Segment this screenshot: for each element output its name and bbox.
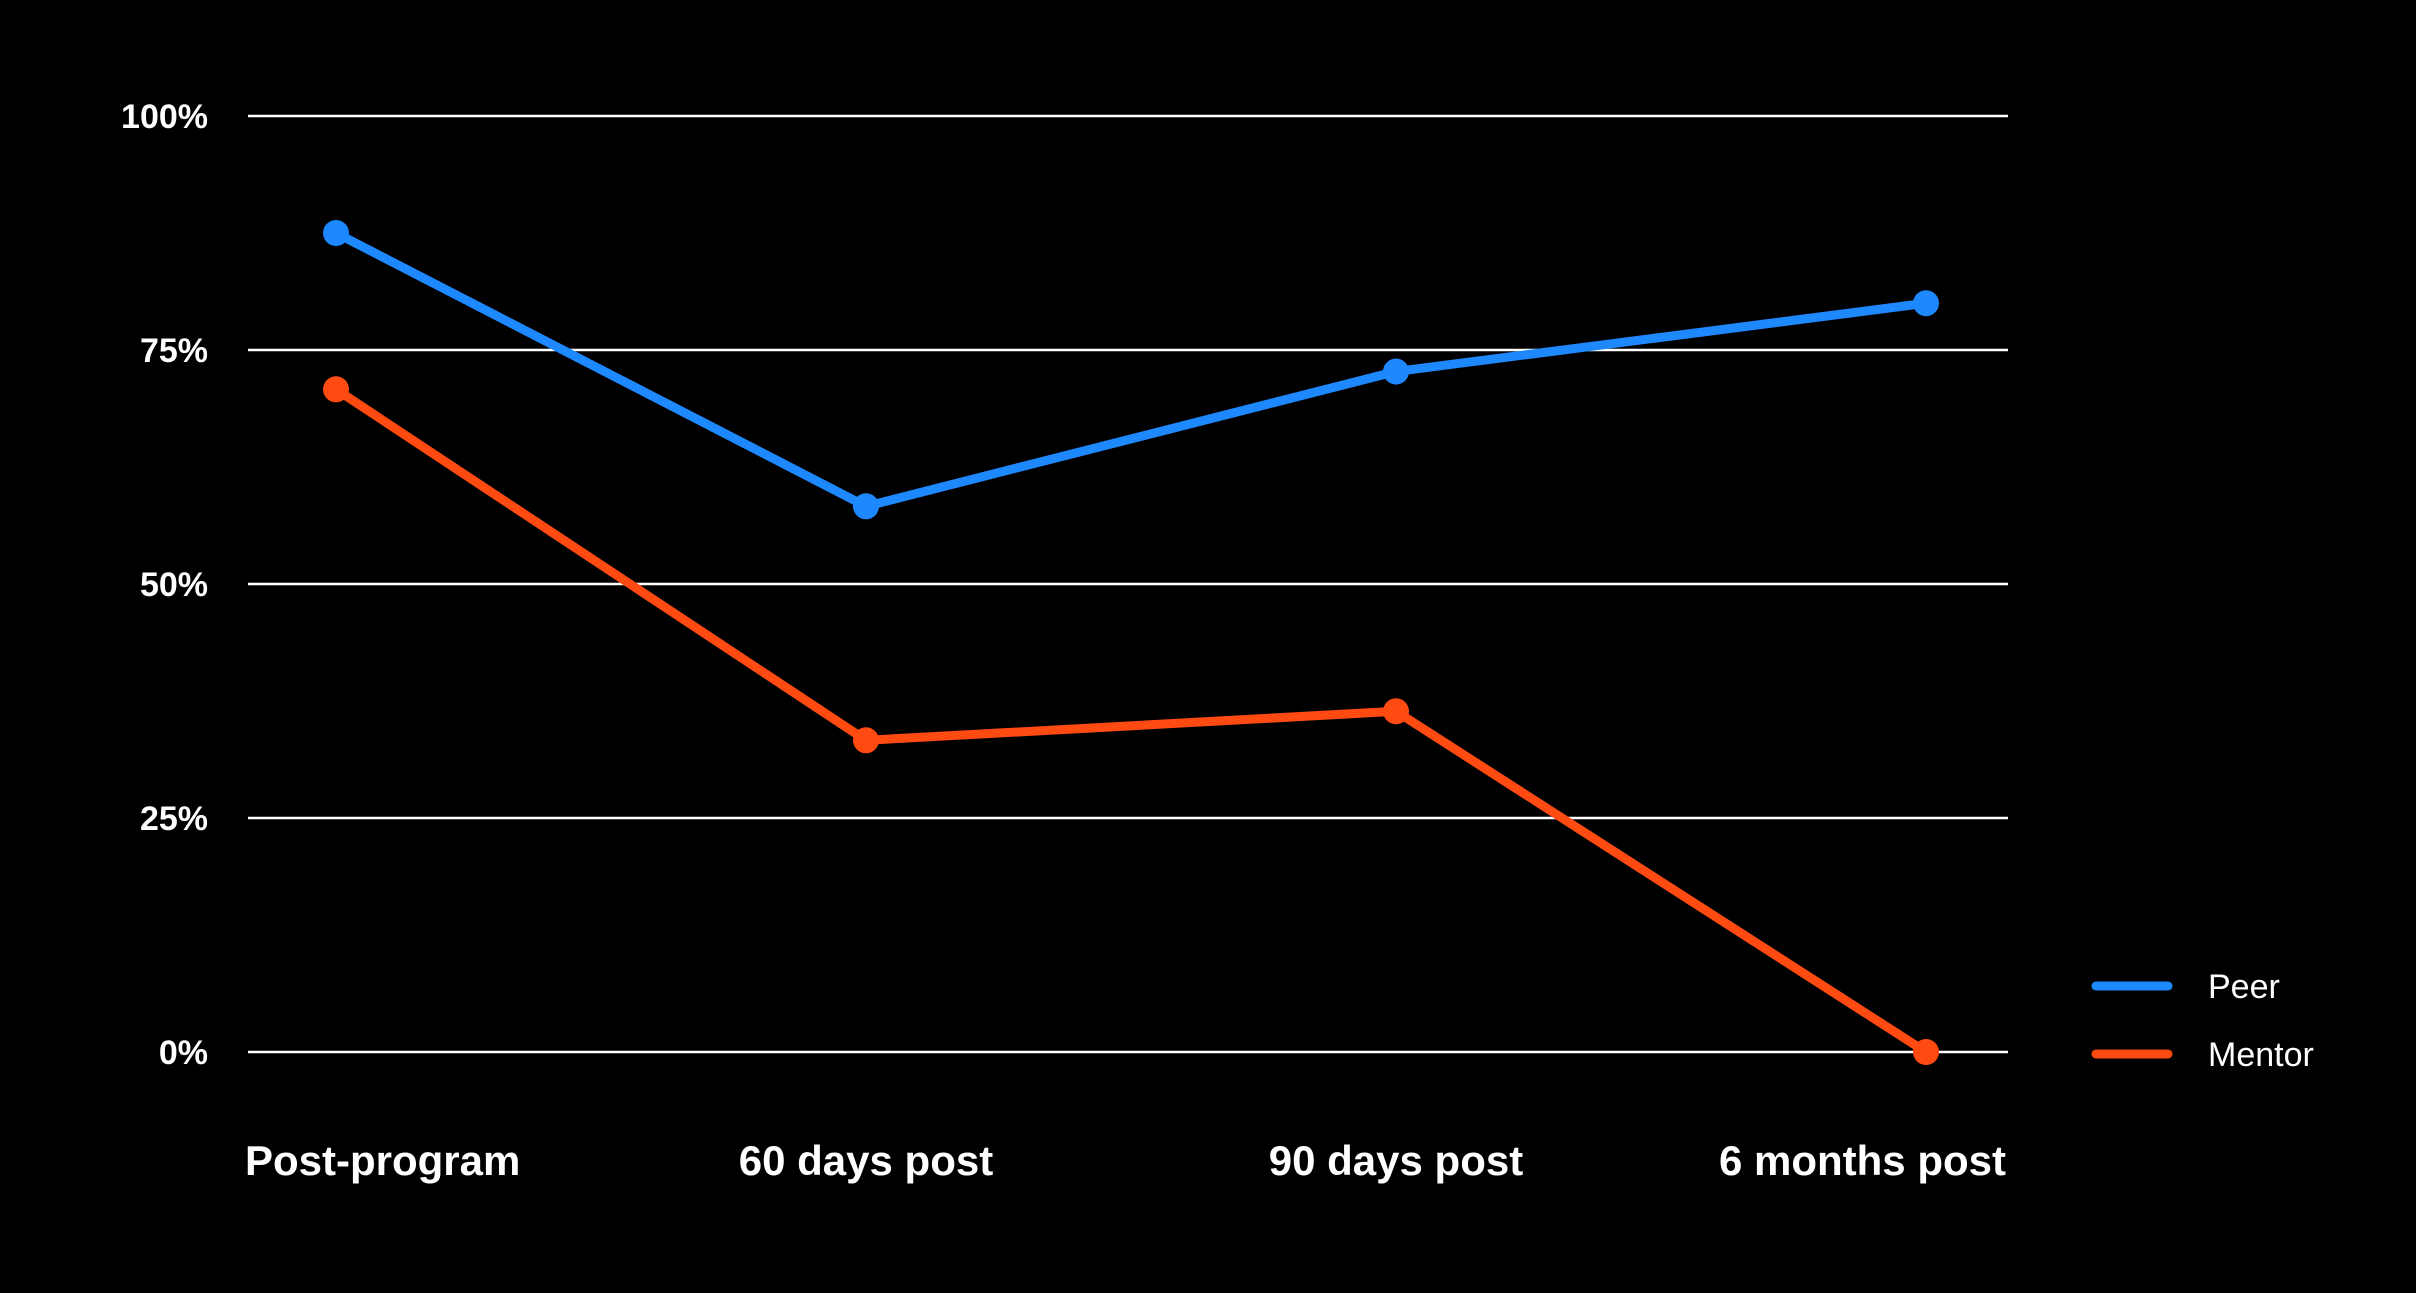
data-point xyxy=(853,727,879,754)
data-point xyxy=(853,493,879,520)
series-line xyxy=(331,228,1931,511)
data-point xyxy=(323,220,349,246)
x-tick-label: Post-program xyxy=(245,1137,520,1184)
data-point xyxy=(1913,1039,1939,1065)
data-point xyxy=(1913,290,1939,317)
data-point xyxy=(1383,358,1409,385)
series-line xyxy=(331,384,1931,1057)
series xyxy=(323,220,1939,1065)
y-axis-ticks: 0% 25% 50% 75% 100% xyxy=(121,98,208,1072)
x-tick-label: 90 days post xyxy=(1269,1137,1523,1184)
legend-label: Peer xyxy=(2208,968,2280,1006)
legend-label: Mentor xyxy=(2208,1036,2314,1074)
series-mentor xyxy=(323,376,1939,1065)
gridlines xyxy=(248,114,2008,1054)
y-tick-label: 100% xyxy=(121,98,208,136)
x-axis-ticks: Post-program 60 days post 90 days post 6 mo… xyxy=(245,1137,2006,1184)
y-tick-label: 25% xyxy=(140,800,208,838)
y-tick-label: 75% xyxy=(140,332,208,370)
y-tick-label: 0% xyxy=(159,1034,208,1072)
y-tick-label: 50% xyxy=(140,566,208,604)
x-tick-label: 60 days post xyxy=(739,1137,993,1184)
x-tick-label: 6 months post xyxy=(1719,1137,2006,1184)
series-peer xyxy=(323,220,1939,520)
data-point xyxy=(1383,698,1409,725)
data-point xyxy=(323,376,349,403)
legend: Peer Mentor xyxy=(2091,968,2314,1074)
